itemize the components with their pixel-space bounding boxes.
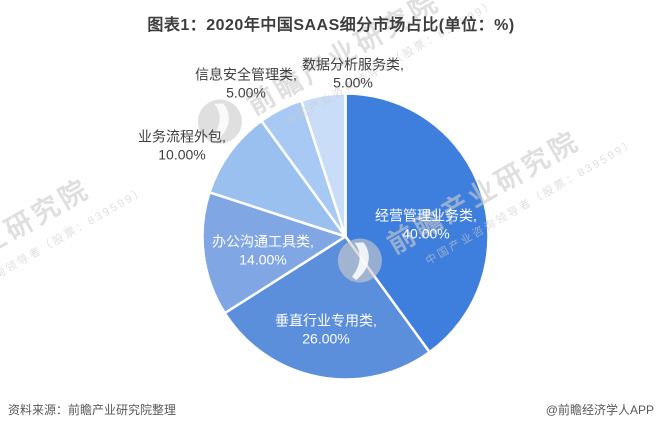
chart-title: 图表1：2020年中国SAAS细分市场占比(单位：%) [147, 17, 515, 34]
chart-footer: 资料来源：前瞻产业研究院整理 @前瞻经济学人APP [8, 401, 654, 418]
pie-slice-2 [201, 191, 347, 315]
pie-slice-1 [223, 235, 431, 381]
app-credit: @前瞻经济学人APP [545, 403, 654, 417]
pie-slice-0 [344, 92, 490, 354]
pie-slice-3 [208, 119, 347, 238]
pie-slice-5 [300, 92, 347, 238]
source-note: 资料来源：前瞻产业研究院整理 [8, 403, 177, 417]
